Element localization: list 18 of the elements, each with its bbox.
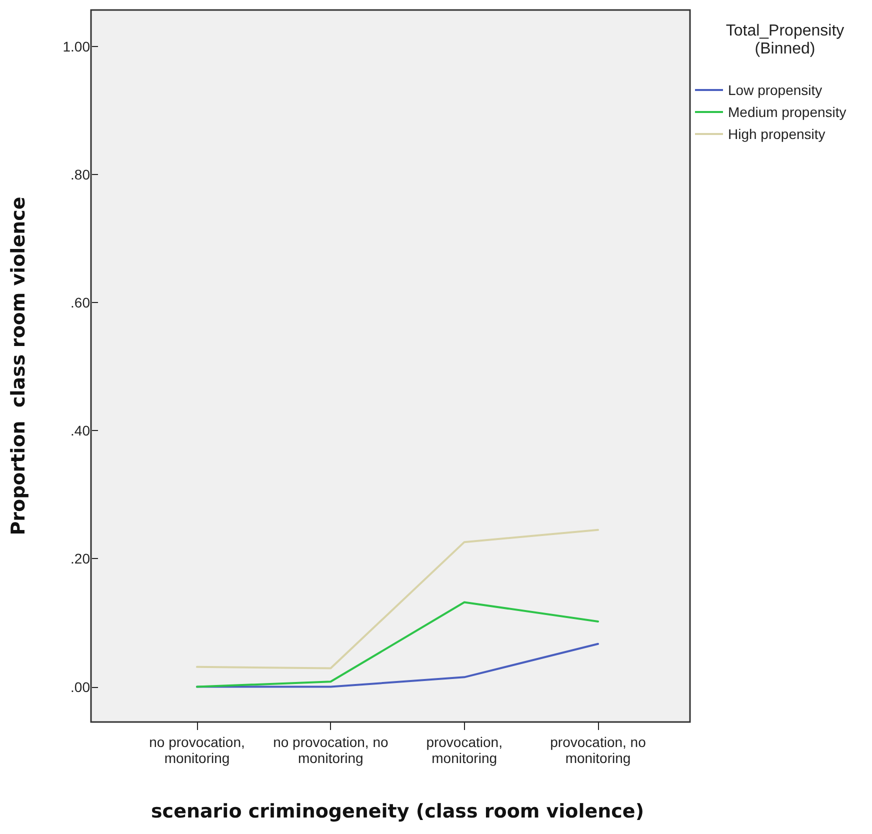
legend-title: Total_Propensity (Binned) (726, 22, 844, 58)
x-tick-label: no provocation, monitoring (149, 734, 245, 766)
x-tick-label: provocation, no monitoring (550, 734, 646, 766)
y-tick-label: .80 (70, 166, 90, 183)
legend-label: High propensity (728, 126, 826, 142)
y-tick-label: .60 (70, 294, 90, 311)
x-axis-title: scenario criminogeneity (class room violence) (151, 800, 644, 822)
x-tick-label: no provocation, no monitoring (273, 734, 388, 766)
legend-label: Low propensity (728, 82, 822, 98)
y-tick-label: .20 (70, 550, 90, 567)
x-tick-label: provocation, monitoring (426, 734, 502, 766)
y-tick-label: .00 (70, 678, 90, 695)
line-series (196, 528, 599, 670)
y-axis-title: Proportion class room violence (8, 196, 30, 536)
legend-label: Medium propensity (728, 104, 846, 120)
y-tick-label: 1.00 (62, 38, 90, 54)
line-series (196, 601, 599, 688)
y-tick-label: .40 (70, 422, 90, 439)
